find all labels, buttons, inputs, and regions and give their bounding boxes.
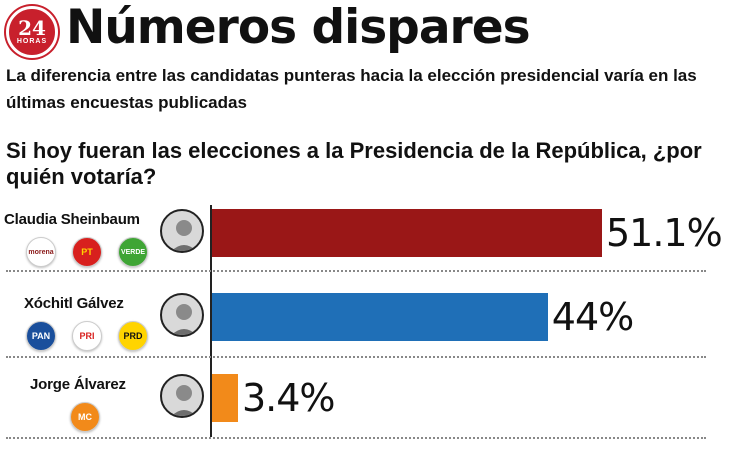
page-title: Números dispares [66, 0, 531, 55]
value-label: 3.4% [241, 376, 336, 420]
row-divider [6, 356, 706, 358]
party-logo: VERDE [118, 237, 148, 267]
page-subtitle: La diferencia entre las candidatas punte… [6, 66, 697, 112]
bar-2 [212, 293, 548, 341]
logo-text: HORAS [16, 38, 48, 45]
party-logo: morena [26, 237, 56, 267]
value-label: 44% [551, 295, 634, 339]
chart-question: Si hoy fueran las elecciones a la Presid… [6, 138, 702, 189]
candidate-photo [160, 374, 204, 418]
bar-1 [212, 209, 602, 257]
row-divider [6, 437, 706, 439]
party-logo: PAN [26, 321, 56, 351]
party-logo: MC [70, 402, 100, 432]
candidate-name: Claudia Sheinbaum [4, 211, 140, 228]
chart-axis-line [210, 205, 212, 437]
party-logo: PT [72, 237, 102, 267]
candidate-photo [160, 209, 204, 253]
party-logo: PRI [72, 321, 102, 351]
party-logo: PRD [118, 321, 148, 351]
row-divider [6, 270, 706, 272]
candidate-photo [160, 293, 204, 337]
logo-number: 24 [18, 16, 46, 40]
value-label: 51.1% [606, 211, 723, 255]
bar-3 [212, 374, 238, 422]
candidate-name: Xóchitl Gálvez [24, 295, 124, 312]
brand-logo: 24 HORAS [6, 6, 58, 58]
candidate-name: Jorge Álvarez [30, 376, 126, 393]
